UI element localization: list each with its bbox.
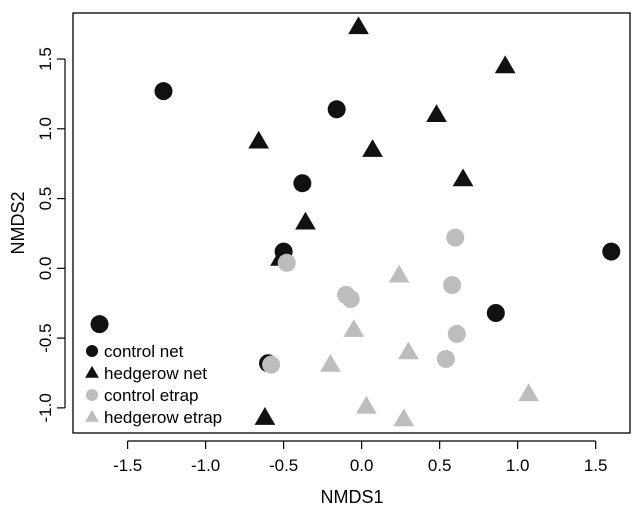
control-etrap-point: [436, 350, 455, 369]
plot-frame: [72, 12, 631, 434]
control-net-point: [602, 242, 621, 261]
x-tick-label: 1.5: [584, 456, 608, 475]
x-axis-label: NMDS1: [320, 487, 383, 507]
hedgerow-net-point: [295, 211, 316, 230]
hedgerow-net-point: [248, 130, 270, 149]
legend-label-hedgerow-net: hedgerow net: [104, 364, 207, 383]
y-tick-label: 0.5: [36, 187, 55, 211]
legend-label-control-net: control net: [104, 342, 184, 361]
y-tick-label: 0.0: [36, 257, 55, 281]
hedgerow-etrap-point: [518, 383, 539, 402]
data-points: [90, 16, 621, 427]
legend-label-hedgerow-etrap: hedgerow etrap: [104, 408, 222, 427]
y-tick-label: 1.0: [36, 117, 55, 141]
control-net-point: [327, 100, 346, 119]
x-tick-label: 0.5: [428, 456, 452, 475]
x-tick-label: 0.0: [350, 456, 374, 475]
legend-marker-control-net: [86, 345, 98, 357]
legend: control net hedgerow net control etrap hedg…: [85, 342, 222, 427]
control-etrap-point: [446, 228, 465, 247]
control-net-point: [293, 174, 312, 193]
x-tick-label: -0.5: [269, 456, 298, 475]
hedgerow-etrap-point: [393, 408, 415, 427]
control-net-point: [154, 82, 173, 101]
control-etrap-point: [262, 355, 281, 374]
hedgerow-net-point: [348, 16, 369, 35]
x-tick-label: -1.0: [191, 456, 220, 475]
hedgerow-etrap-point: [398, 341, 419, 360]
legend-marker-control-etrap: [86, 389, 98, 401]
x-tick-label: 1.0: [506, 456, 530, 475]
hedgerow-net-point: [254, 407, 276, 425]
y-axis-label: NMDS2: [8, 191, 28, 254]
control-net-point: [486, 304, 505, 322]
legend-marker-hedgerow-etrap: [85, 409, 99, 422]
hedgerow-etrap-point: [355, 395, 377, 414]
hedgerow-net-point: [452, 168, 474, 187]
hedgerow-etrap-point: [343, 319, 365, 337]
hedgerow-etrap-point: [320, 354, 341, 372]
control-net-point: [90, 315, 109, 334]
hedgerow-net-point: [426, 104, 447, 123]
y-tick-label: -1.0: [36, 393, 55, 422]
hedgerow-net-point: [494, 55, 516, 74]
legend-label-control-etrap: control etrap: [104, 386, 199, 405]
hedgerow-etrap-point: [388, 264, 410, 283]
control-etrap-point: [341, 290, 360, 309]
hedgerow-net-point: [362, 139, 383, 157]
control-etrap-point: [447, 324, 466, 343]
y-tick-label: -0.5: [36, 323, 55, 352]
x-tick-label: -1.5: [113, 456, 142, 475]
control-etrap-point: [443, 276, 462, 295]
x-axis: -1.5 -1.0 -0.5 0.0 0.5 1.0 1.5: [113, 440, 608, 475]
control-etrap-point: [277, 253, 296, 272]
legend-marker-hedgerow-net: [85, 365, 99, 378]
y-tick-label: 1.5: [36, 47, 55, 71]
y-axis: -1.0 -0.5 0.0 0.5 1.0 1.5: [36, 47, 66, 423]
